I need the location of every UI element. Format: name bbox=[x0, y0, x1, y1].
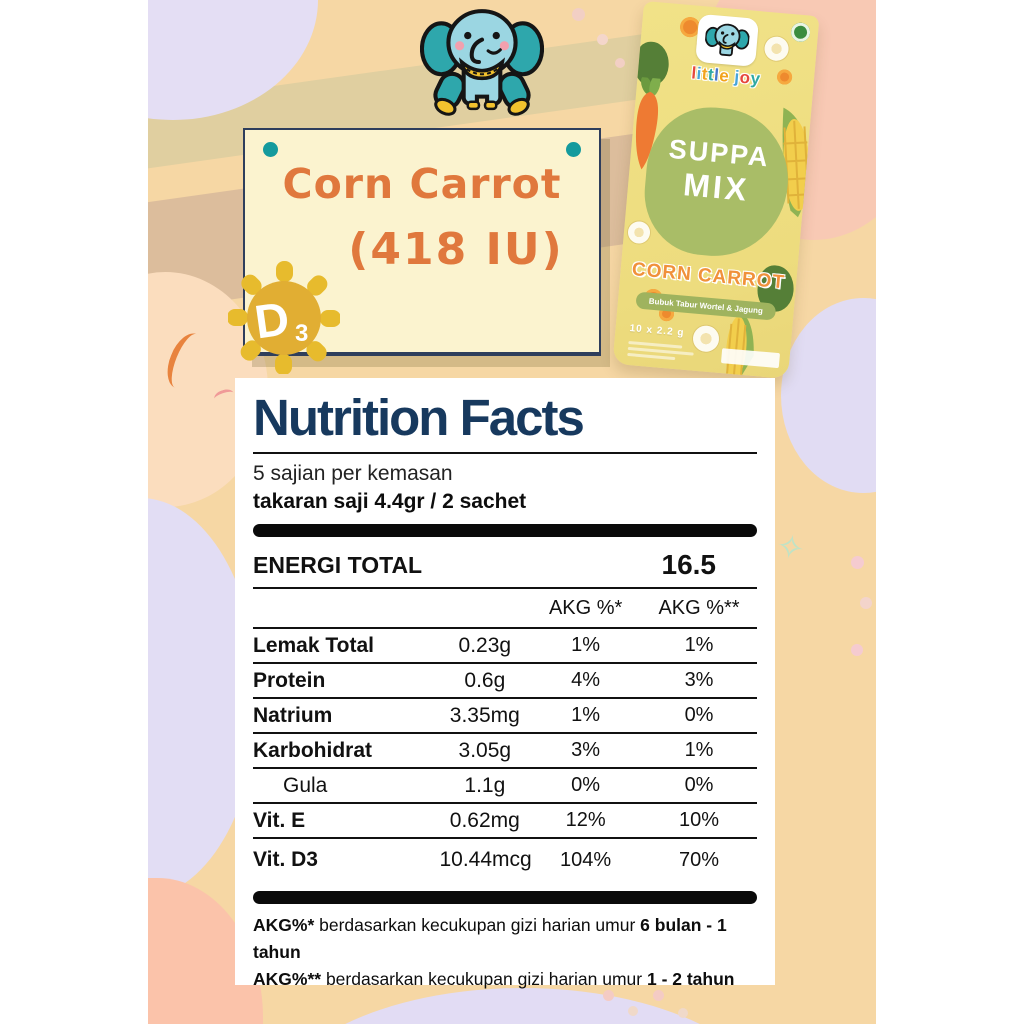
corn-flower-graphic bbox=[627, 220, 651, 245]
row-amount: 3.05g bbox=[458, 738, 512, 762]
row-akg2: 70% bbox=[679, 848, 720, 871]
corn-flower-graphic bbox=[763, 35, 790, 62]
energy-label: ENERGI TOTAL bbox=[253, 551, 423, 578]
row-label: Vit. E bbox=[253, 808, 306, 832]
row-akg1: 104% bbox=[560, 848, 612, 871]
row-akg2: 3% bbox=[684, 669, 714, 692]
akg2-header: AKG %** bbox=[658, 596, 740, 619]
pink-dot bbox=[615, 58, 625, 68]
nutrition-row-vite: Vit. E 0.62mg 12% 10% bbox=[253, 804, 757, 840]
energy-value: 16.5 bbox=[661, 549, 717, 581]
pink-dot bbox=[851, 556, 864, 569]
d3-sun-icon: D 3 bbox=[228, 261, 340, 374]
nutrition-title: Nutrition Facts bbox=[253, 389, 585, 446]
d3-letter: D bbox=[251, 291, 292, 348]
row-akg2: 0% bbox=[684, 774, 714, 797]
product-name-blob: SUPPA MIX bbox=[639, 102, 794, 262]
nutrition-row-vitd3: Vit. D3 10.44mcg 104% 70% bbox=[253, 839, 757, 881]
background-blob-lavender-right bbox=[781, 298, 876, 493]
row-akg1: 3% bbox=[571, 739, 601, 762]
pink-dot bbox=[597, 34, 608, 45]
thick-divider bbox=[253, 891, 757, 905]
row-label: Karbohidrat bbox=[253, 738, 373, 762]
row-akg2: 1% bbox=[684, 739, 714, 762]
pink-dot bbox=[603, 990, 614, 1001]
row-label: Protein bbox=[253, 668, 326, 692]
akg-header-row: AKG %* AKG %** bbox=[253, 589, 757, 630]
nutrition-row-gula: Gula 1.1g 0% 0% bbox=[253, 769, 757, 805]
variant-name: CORN CARROT bbox=[631, 259, 786, 294]
fine-print-line bbox=[627, 352, 676, 361]
corn-graphic bbox=[725, 310, 754, 379]
row-akg1: 12% bbox=[565, 809, 606, 832]
product-title: Corn Carrot bbox=[282, 160, 562, 208]
row-amount: 1.1g bbox=[464, 773, 506, 797]
pink-dot bbox=[653, 990, 664, 1001]
row-label: Vit. D3 bbox=[253, 848, 318, 872]
row-label: Natrium bbox=[253, 703, 333, 727]
corn-flower-graphic bbox=[691, 324, 721, 353]
product-name-line1: SUPPA bbox=[667, 133, 771, 173]
row-akg2: 1% bbox=[684, 634, 714, 657]
row-amount: 3.35mg bbox=[449, 703, 520, 727]
poster-canvas: ✧ bbox=[148, 0, 876, 1024]
row-amount: 0.23g bbox=[458, 633, 512, 657]
row-akg1: 0% bbox=[571, 774, 601, 797]
product-package: little joy SUPPA MIX CORN CARROT Bubuk T… bbox=[612, 1, 820, 379]
row-amount: 10.44mcg bbox=[439, 848, 532, 872]
row-akg2: 0% bbox=[684, 704, 714, 727]
pin-dot-icon bbox=[263, 142, 278, 157]
energy-row: ENERGI TOTAL 16.5 bbox=[253, 543, 757, 590]
pink-dot bbox=[572, 8, 585, 21]
nutrition-row-lemak: Lemak Total 0.23g 1% 1% bbox=[253, 629, 757, 665]
serving-size: takaran saji 4.4gr / 2 sachet bbox=[253, 490, 527, 514]
row-akg1: 1% bbox=[571, 634, 601, 657]
nutrition-row-karbohidrat: Karbohidrat 3.05g 3% 1% bbox=[253, 734, 757, 770]
pink-dot bbox=[678, 1008, 688, 1018]
tagline-pill: Bubuk Tabur Wortel & Jagung bbox=[635, 291, 777, 321]
row-akg1: 4% bbox=[571, 669, 601, 692]
divider bbox=[253, 452, 757, 455]
halal-icon bbox=[790, 21, 811, 43]
nutrition-row-natrium: Natrium 3.35mg 1% 0% bbox=[253, 699, 757, 735]
footnote-akg1: AKG%* berdasarkan kecukupan gizi harian … bbox=[253, 915, 727, 963]
corn-graphic bbox=[782, 107, 810, 218]
nutrition-row-protein: Protein 0.6g 4% 3% bbox=[253, 664, 757, 700]
brand-sticker bbox=[695, 13, 760, 67]
row-akg2: 10% bbox=[679, 809, 720, 832]
elephant-logo-icon bbox=[704, 23, 750, 57]
akg1-header: AKG %* bbox=[548, 596, 623, 619]
carrot-graphic bbox=[635, 76, 661, 170]
row-amount: 0.62mg bbox=[449, 808, 520, 832]
row-label: Gula bbox=[283, 773, 328, 797]
thick-divider bbox=[253, 524, 757, 538]
net-weight: 10 x 2.2 g bbox=[629, 323, 685, 339]
servings-per-pack: 5 sajian per kemasan bbox=[253, 462, 453, 486]
pin-dot-icon bbox=[566, 142, 581, 157]
pink-dot bbox=[851, 644, 863, 656]
product-iu-value: (418 IU) bbox=[348, 224, 564, 275]
row-akg1: 1% bbox=[571, 704, 601, 727]
footnotes: AKG%* berdasarkan kecukupan gizi harian … bbox=[253, 912, 757, 993]
pink-dot bbox=[860, 597, 872, 609]
row-label: Lemak Total bbox=[253, 633, 374, 657]
d3-subscript: 3 bbox=[295, 320, 308, 347]
elephant-mascot-icon bbox=[420, 9, 544, 116]
pink-dot bbox=[628, 1006, 638, 1016]
star-doodle: ✧ bbox=[772, 526, 809, 570]
row-amount: 0.6g bbox=[464, 668, 506, 692]
nutrition-facts-panel: Nutrition Facts 5 sajian per kemasan tak… bbox=[235, 378, 775, 989]
footnote-akg2: AKG%** berdasarkan kecukupan gizi harian… bbox=[253, 969, 735, 990]
